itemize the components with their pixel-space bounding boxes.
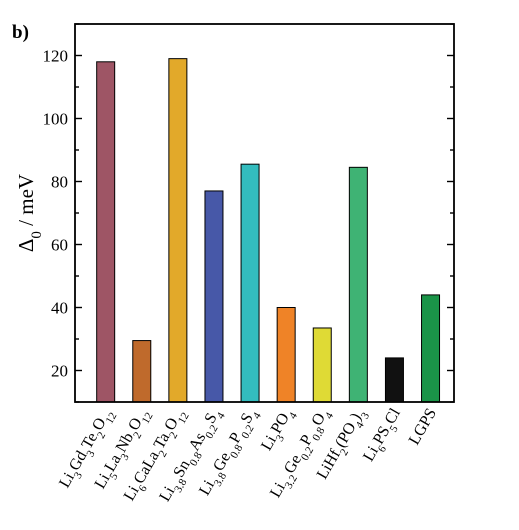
y-axis-label-unit: / meV (14, 174, 38, 231)
x-tick-label-subscript: 5 (388, 423, 401, 434)
x-tick-label-subscript: 3 (84, 448, 97, 459)
bar-5 (240, 163, 260, 403)
x-tick-label-text: Ta (151, 430, 174, 452)
panel-label: b) (12, 22, 29, 43)
x-tick-label-subscript: 4 (251, 410, 264, 421)
y-tick-label: 60 (51, 236, 68, 255)
x-tick-label-subscript: 0.2 (203, 423, 220, 441)
x-tick-label-subscript: 0.2 (299, 445, 316, 463)
x-tick-label-text: La (102, 452, 125, 475)
plot-frame (74, 23, 455, 403)
bar-10 (421, 294, 441, 403)
x-tick-label-text: PS (370, 423, 394, 447)
y-tick-label: 20 (51, 362, 68, 381)
x-tick-label-subscript: 4 (323, 410, 336, 421)
x-labels-group: Li3Gd3Te2O12Li5La3Nb2O12Li6CaLa2Ta2O12Li… (56, 405, 440, 505)
x-tick-label: LGPS (406, 406, 440, 448)
y-tick-label: 40 (51, 299, 68, 318)
bar-7 (312, 327, 332, 403)
bar-4 (204, 190, 224, 403)
y-axis-label-main: Δ (14, 239, 38, 253)
y-tick-label: 100 (43, 110, 69, 129)
y-ticks-group: 20 40 60 80 100 120 (43, 23, 454, 403)
x-tick-label-subscript: 0.2 (239, 423, 256, 441)
y-tick-label: 120 (43, 47, 69, 66)
x-tick-label-text: Sn (170, 457, 193, 480)
x-tick-label-subscript: 3 (359, 410, 372, 421)
x-tick-label-subscript: 3.2 (283, 473, 300, 491)
y-axis-label-sub: 0 (29, 231, 45, 239)
x-tick-label-subscript: 3 (274, 433, 287, 444)
y-axis-label: Δ0 / meV (14, 174, 45, 252)
axes-group (74, 23, 455, 403)
y-tick-label: 80 (51, 173, 68, 192)
x-tick-label-subscript: 2 (157, 448, 170, 459)
x-tick-label-subscript: 4 (354, 419, 367, 430)
x-tick-label-text: Te (79, 430, 102, 452)
x-tick-label-subscript: 6 (137, 483, 150, 494)
bar-1 (96, 61, 116, 403)
x-tick-label-subscript: 5 (107, 471, 120, 482)
x-tick-label-subscript: 2 (95, 430, 108, 441)
x-tick-label-subscript: 2 (131, 430, 144, 441)
x-tick-label: Li3PO4 (258, 405, 300, 456)
bar-8 (348, 166, 368, 403)
bar-3 (168, 58, 188, 403)
x-tick-label-text: LGPS (406, 406, 440, 448)
bars-group (96, 58, 441, 403)
x-tick-label-subscript: 3 (119, 451, 132, 462)
bar-2 (132, 340, 152, 403)
bar-6 (276, 307, 296, 403)
x-tick-label-subscript: 12 (104, 411, 120, 427)
x-tick-label-subscript: 3 (72, 470, 85, 481)
x-tick-label-text: As (186, 430, 210, 454)
x-tick-label-text: Cl (382, 405, 405, 427)
x-tick-label-subscript: 2 (338, 447, 351, 458)
x-tick-label-subscript: 4 (215, 410, 228, 421)
x-tick-label-subscript: 4 (287, 410, 300, 421)
x-tick-label-subscript: 2 (167, 430, 180, 441)
x-tick-label-subscript: 12 (176, 411, 192, 427)
x-tick-label-subscript: 12 (140, 411, 156, 427)
x-tick-label-subscript: 6 (376, 443, 389, 454)
bar-9 (384, 357, 404, 403)
